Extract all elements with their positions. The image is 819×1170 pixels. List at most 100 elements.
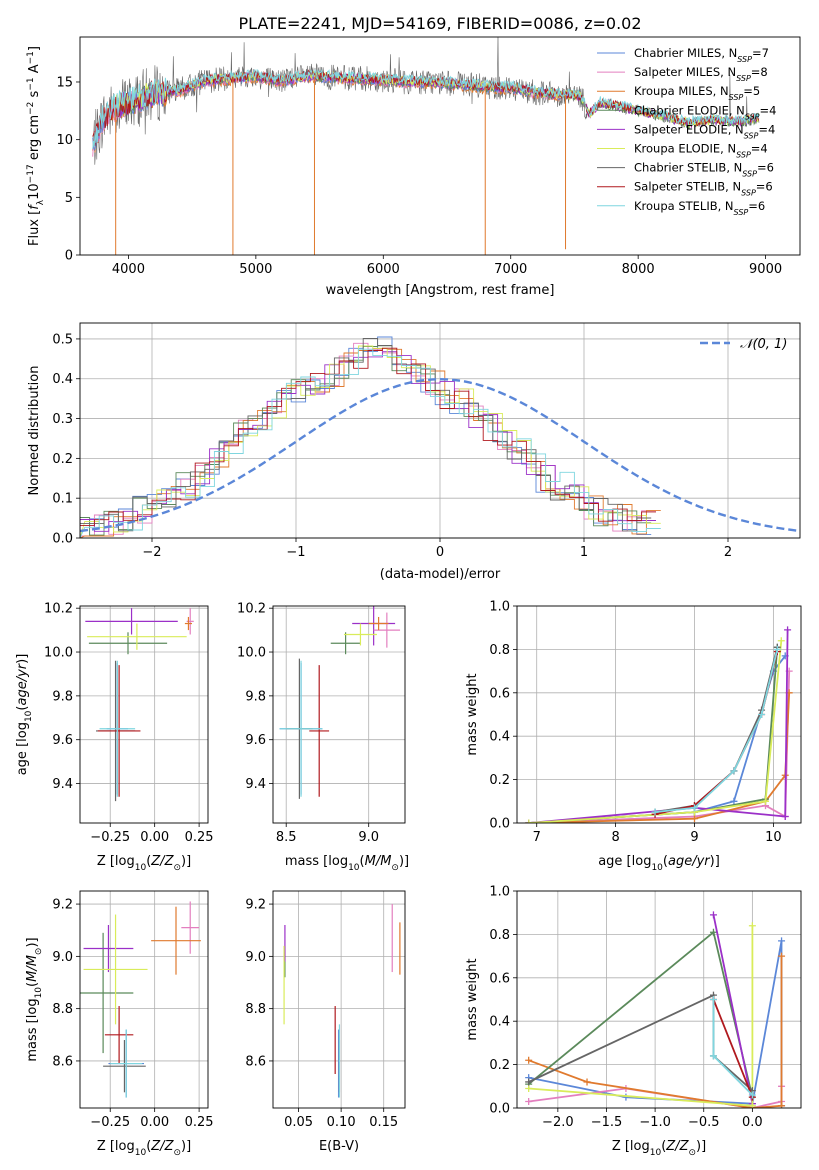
mass-weight-vs-z-ytick-label: 0.6 — [489, 971, 510, 986]
mass-weight-vs-age-xlabel-part: age/yr — [668, 854, 711, 869]
mass-vs-z-ytick-label: 9.2 — [52, 898, 73, 913]
mass-weight-vs-age-marker — [762, 797, 769, 805]
spectrum-xtick-label: 9000 — [749, 262, 782, 277]
mass-weight-vs-z-plot-area — [525, 911, 786, 1108]
mass-weight-vs-z-marker — [778, 1102, 786, 1108]
mass-weight-vs-age-line-chabrier-miles — [528, 655, 786, 823]
age-vs-mass-ytick-label: 10.0 — [237, 646, 266, 661]
mass-vs-z-ylabel: mass [log10(M/M⊙)] — [25, 937, 44, 1061]
mass-vs-ebv-ytick-label: 9.0 — [245, 950, 266, 965]
mass-vs-z-xlabel: Z [log10(Z/Z⊙)] — [97, 1139, 191, 1158]
spectrum-ytick-label: 10 — [56, 133, 73, 148]
mass-weight-vs-z-marker — [709, 928, 717, 936]
legend-label-salpeter-stelib: Salpeter STELIB, NSSP=6 — [634, 180, 773, 198]
age-vs-mass-axes: 8.5 9.0 9.4 9.6 9.8 10.0 10.2 mass [log10(M/M⊙)… — [237, 602, 409, 873]
legend-label-text: Kroupa STELIB, N — [634, 199, 734, 213]
mass-weight-vs-z-spine — [516, 890, 802, 1109]
mass-vs-z-xlabel-part: Z [log — [97, 1139, 135, 1154]
residual-histogram-kroupa-elodie — [80, 345, 661, 538]
mass-vs-ebv-axes: 0.05 0.10 0.15 8.6 8.8 9.0 9.2 E(B-V) — [245, 890, 406, 1154]
age-vs-z-grid — [80, 606, 208, 823]
normal-curve — [80, 377, 800, 533]
residuals-ytick-label: 0.2 — [52, 452, 73, 467]
mass-vs-z-ylabel-part: ( — [25, 982, 40, 987]
age-vs-mass-xtick-label: 8.5 — [276, 830, 297, 845]
mass-weight-vs-age-xlabel-part: 10 — [651, 863, 663, 873]
residuals-xtick-label: 0 — [436, 545, 444, 560]
residuals-ylabel: Normed distribution — [27, 366, 42, 496]
age-vs-mass-grid — [273, 606, 405, 823]
mass-weight-vs-z-line-chabrier-stelib — [528, 993, 753, 1092]
legend-label-value: =4 — [760, 103, 777, 117]
mass-weight-vs-z-xlabel-part: Z [log — [612, 1139, 650, 1154]
spectrum-xtick-label: 7000 — [494, 262, 527, 277]
mass-weight-vs-age-marker — [651, 808, 659, 816]
mass-weight-vs-z-marker — [622, 1093, 630, 1101]
mass-weight-vs-age-frame: 7 8 9 10 0.0 0.2 0.4 0.6 0.8 1.0 mass weight age [l… — [465, 600, 802, 873]
mass-weight-vs-age-plot-area — [525, 626, 793, 823]
age-vs-z-ytick-label: 9.8 — [52, 689, 73, 704]
age-vs-z-xlabel-part: )] — [181, 854, 191, 869]
residuals-xtick-label: −2 — [142, 545, 161, 560]
age-vs-z-axes: −0.25 0.00 0.259.49.69.810.010.2Z [log10(Z… — [15, 602, 214, 873]
mass-weight-vs-z-line-kroupa-miles — [528, 956, 783, 1108]
mass-weight-vs-age-marker — [784, 626, 792, 634]
mass-weight-vs-z-marker — [778, 952, 786, 960]
mass-weight-vs-age-marker — [781, 812, 789, 820]
mass-weight-vs-age-ytick-label: 0.0 — [489, 817, 510, 832]
normal-legend-label: 𝒩(0, 1) — [740, 337, 787, 352]
mass-weight-vs-age-xtick-label: 7 — [533, 830, 541, 845]
residuals-ytick-label: 0.0 — [52, 532, 73, 547]
mass-weight-vs-z-xtick-label: −1.0 — [639, 1115, 671, 1130]
spectrum-xlabel: wavelength [Angstrom, rest frame] — [326, 283, 555, 298]
spectrum-spine — [79, 36, 801, 256]
mass-weight-vs-age-ytick-label: 0.6 — [489, 686, 510, 701]
legend-label-value: =8 — [751, 65, 768, 79]
age-vs-mass-frame: 8.5 9.0 9.4 9.6 9.8 10.0 10.2 mass [log10(M/M⊙)… — [237, 602, 409, 873]
mass-weight-vs-age-marker — [773, 645, 781, 653]
residual-histogram-salpeter-elodie — [80, 351, 656, 538]
mass-weight-vs-age-marker — [691, 804, 698, 812]
mass-vs-z-xtick-label: −0.25 — [90, 1115, 130, 1130]
age-vs-z-xlabel-part: 10 — [135, 863, 147, 873]
residuals-plot-area — [80, 336, 800, 538]
mass-weight-vs-age-marker — [730, 797, 738, 805]
mass-vs-ebv-xtick-label: 0.15 — [369, 1115, 398, 1130]
legend-label-sub: SSP — [745, 112, 760, 121]
residual-histogram-chabrier-elodie — [80, 345, 652, 538]
age-vs-z-xlabel-part: Z [log — [97, 854, 135, 869]
age-vs-mass-ytick-label: 10.2 — [237, 602, 266, 617]
spectrum-axes: 4000 5000 6000 7000 8000 9000 0 5 10 15 wavelength… — [26, 36, 801, 298]
spectrum-frame: 4000 5000 6000 7000 8000 9000 0 5 10 15 wavelength… — [26, 36, 801, 298]
mass-weight-vs-age-line-kroupa-elodie — [528, 640, 783, 823]
mass-weight-vs-z-ytick-label: 0.8 — [489, 928, 510, 943]
mass-weight-vs-age-ytick-label: 0.4 — [489, 730, 510, 745]
mass-weight-vs-z-ytick-label: 0.4 — [489, 1015, 510, 1030]
legend-label-chabrier-miles: Chabrier MILES, NSSP=7 — [634, 46, 769, 64]
legend-label-value: =6 — [757, 161, 774, 175]
mass-weight-vs-age-ylabel: mass weight — [465, 673, 480, 755]
mass-vs-ebv-ytick-label: 8.8 — [245, 1002, 266, 1017]
mass-weight-vs-age-xlabel: age [log10(age/yr)] — [598, 854, 720, 873]
spectrum-ylabel-part: λ — [36, 199, 46, 205]
legend-label-sub: SSP — [736, 74, 751, 83]
legend-label-sub: SSP — [737, 55, 752, 64]
mass-vs-z-ytick-label: 9.0 — [52, 950, 73, 965]
spectrum-ylabel: Flux [fλ10−17 erg cm−2 s−1 A−1] — [26, 46, 46, 246]
mass-weight-vs-age-line-kroupa-stelib — [655, 649, 779, 813]
mass-vs-ebv-plot-area — [283, 904, 401, 1098]
mass-weight-vs-age-line-salpeter-stelib — [654, 651, 779, 816]
mass-weight-vs-z-ytick-label: 0.2 — [489, 1058, 510, 1073]
legend-label-sub: SSP — [734, 207, 749, 216]
mass-weight-vs-z-marker — [748, 1091, 756, 1099]
residual-histogram-chabrier-stelib — [80, 338, 652, 538]
age-vs-z-xlabel: Z [log10(Z/Z⊙)] — [97, 854, 191, 873]
mass-weight-vs-z-frame: −2.0 −1.5 −1.0 −0.5 0.0 0.0 0.2 0.4 0.6 0.8 1.0 mas… — [465, 885, 802, 1158]
mass-vs-z-xtick-label: 0.00 — [140, 1115, 169, 1130]
spectrum-ylabel-part: erg cm — [27, 115, 42, 164]
spectrum-ylabel-part: 10 — [27, 183, 42, 200]
mass-weight-vs-z-marker — [525, 1097, 533, 1105]
spectrum-ylabel-part: f — [27, 203, 42, 210]
spectrum-ytick-label: 15 — [56, 75, 73, 90]
